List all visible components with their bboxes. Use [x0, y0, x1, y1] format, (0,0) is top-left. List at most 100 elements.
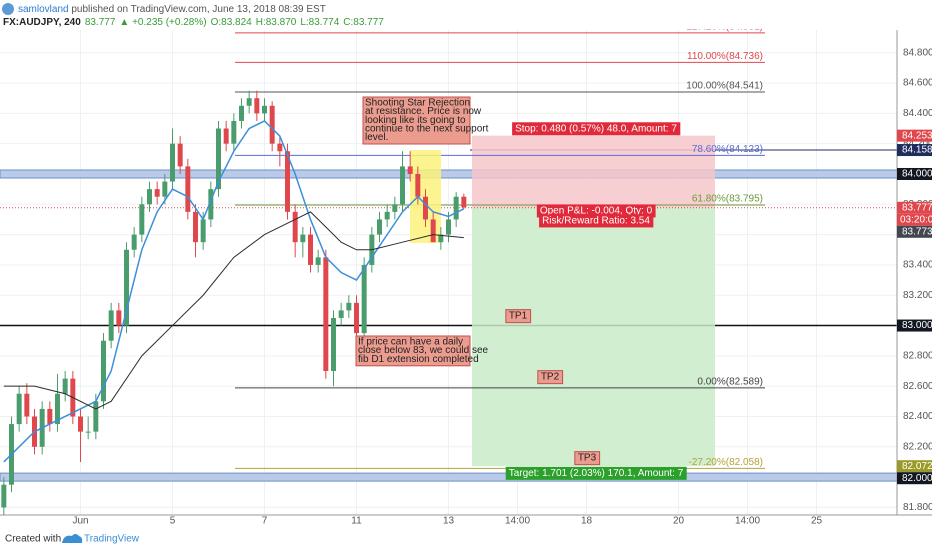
candle-body	[415, 173, 421, 197]
countdown-box	[897, 213, 932, 226]
candle-body	[262, 105, 267, 114]
candle-body	[384, 211, 390, 220]
price-label-box	[897, 167, 932, 180]
annotation-text: Shooting Star Rejection	[365, 98, 470, 109]
y-tick-label: 82.800	[903, 351, 932, 362]
candle-body	[47, 408, 53, 425]
stop-label-box	[512, 122, 681, 136]
pnl-label-box	[539, 214, 654, 228]
price-label: 82.000	[902, 473, 932, 484]
annotation-box	[355, 335, 471, 367]
candle-body	[269, 105, 275, 144]
candle-body	[308, 234, 313, 265]
candle-body	[193, 211, 198, 243]
candle-body	[392, 204, 398, 212]
candle-body	[377, 219, 382, 235]
x-tick-label: Jun	[72, 516, 88, 527]
y-tick-label: 84.200	[903, 138, 932, 149]
tp-tag: TP2	[541, 372, 560, 383]
annotation-text: level.	[365, 132, 388, 143]
candle-body	[254, 98, 260, 114]
x-tick-label: 20	[673, 516, 685, 527]
footer-text: Created with	[5, 534, 61, 545]
symbol: FX:AUDJPY, 240	[3, 17, 81, 28]
footer-bg	[0, 530, 932, 550]
quote-high: H:83.870	[256, 17, 297, 28]
x-tick-label: 5	[170, 516, 176, 527]
candle-body	[239, 105, 244, 121]
x-tick-label: 13	[443, 516, 455, 527]
plot-area	[0, 30, 897, 515]
price-label: 84.158	[902, 145, 932, 156]
quote-last: 83.777	[85, 17, 116, 28]
price-label-box	[897, 144, 932, 157]
price-label-box	[897, 225, 932, 238]
price-label: 83.777	[902, 202, 932, 213]
candle-body	[430, 219, 436, 243]
moving-average	[3, 120, 465, 463]
candle-body	[423, 196, 428, 220]
candle-body	[24, 393, 30, 417]
candle-body	[208, 189, 214, 220]
price-label: 84.253	[902, 130, 932, 141]
candle-body	[147, 189, 152, 205]
price-label-box	[897, 129, 932, 142]
y-tick-label: 82.600	[903, 381, 932, 392]
y-tick-label: 82.400	[903, 411, 932, 422]
target-zone	[472, 207, 715, 467]
y-tick-label: 82.200	[903, 441, 932, 452]
target-label-box	[505, 466, 687, 480]
candle-body	[185, 166, 191, 212]
candle-body	[292, 211, 298, 243]
price-label-box	[897, 460, 932, 473]
candle-body	[315, 257, 321, 265]
pnl-label: Risk/Reward Ratio: 3.54	[542, 215, 650, 226]
y-tick-label: 84.800	[903, 47, 932, 58]
fib-label: 110.00%(84.736)	[687, 51, 763, 62]
countdown: 03:20:09	[900, 214, 932, 225]
fib-label: 100.00%(84.541)	[686, 81, 763, 92]
quote-low: L:83.774	[300, 17, 339, 28]
moving-average	[3, 211, 464, 410]
candle-body	[62, 378, 68, 394]
candle-body	[285, 151, 290, 212]
candle-body	[231, 120, 237, 144]
symbol-line: FX:AUDJPY, 240 83.777 ▲ +0.235 (+0.28%) O:8…	[3, 17, 384, 28]
x-tick-label: 18	[581, 516, 593, 527]
fib-label: 0.00%(82.589)	[697, 376, 763, 387]
quote-open: O:83.824	[211, 17, 253, 28]
candle-body	[354, 302, 359, 334]
price-label: 83.773	[902, 226, 932, 237]
y-tick-label: 83.200	[903, 290, 932, 301]
footer-brand: TradingView	[84, 534, 140, 545]
candle-body	[131, 234, 137, 250]
candle-body	[16, 393, 22, 425]
candle-body	[55, 393, 60, 425]
tp-tag: TP3	[578, 453, 597, 464]
candle-body	[200, 219, 206, 243]
candle-body	[361, 264, 367, 334]
y-tick-label: 81.800	[903, 502, 932, 513]
target-label: Target: 1.701 (2.03%) 170.1, Amount: 7	[509, 468, 684, 479]
logo	[62, 534, 83, 543]
header-line: samlovland published on TradingView.com,…	[18, 4, 326, 15]
candle-body	[139, 204, 145, 235]
x-tick-label: 14:00	[735, 516, 760, 527]
x-tick-label: 14:00	[505, 516, 530, 527]
candle-body	[446, 219, 451, 235]
tp-tag-box	[574, 451, 601, 466]
annotation-text: fib D1 extension completed	[358, 354, 479, 365]
y-tick-label: 83.400	[903, 260, 932, 271]
tp-tag-box	[505, 309, 532, 324]
candle-body	[323, 257, 329, 372]
candle-body	[177, 143, 183, 167]
price-axis	[897, 30, 932, 515]
candle-body	[277, 143, 283, 152]
support-band	[0, 472, 897, 482]
candle-body	[101, 340, 106, 402]
candle-body	[124, 249, 129, 326]
price-label: 84.000	[902, 169, 932, 180]
